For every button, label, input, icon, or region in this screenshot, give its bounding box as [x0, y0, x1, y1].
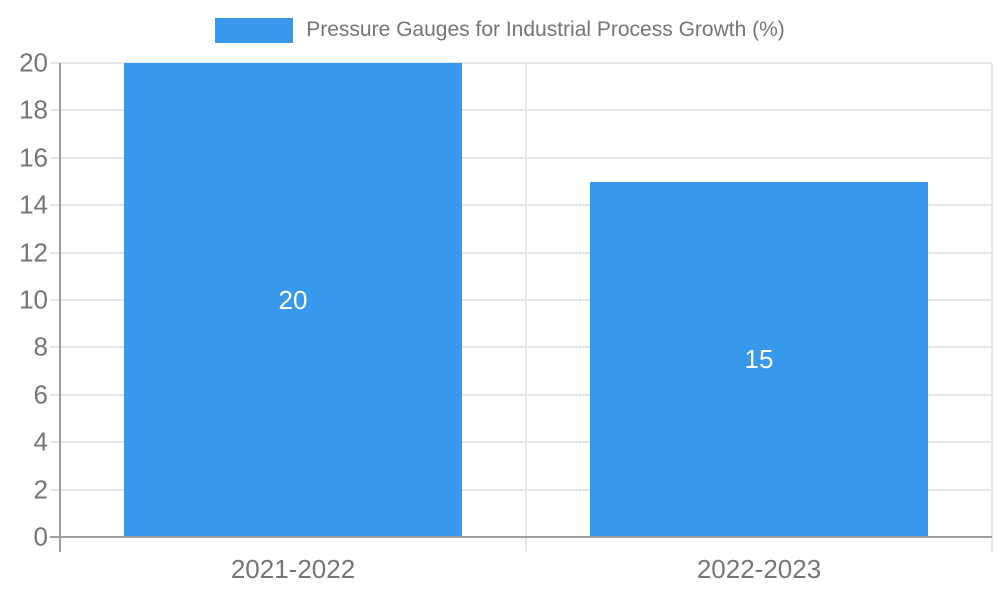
y-axis-tick-marks [50, 62, 60, 537]
legend-swatch-icon [215, 17, 294, 43]
y-tick-mark-2 [50, 488, 60, 491]
gridline-x-boundary-2 [991, 63, 993, 552]
y-tick-label-16: 16 [19, 142, 48, 173]
bar-value-label: 20 [278, 284, 308, 315]
bar-2022-2023: 15 [590, 181, 928, 537]
y-tick-mark-14 [50, 204, 60, 207]
y-axis-line [59, 63, 61, 552]
y-tick-label-8: 8 [33, 331, 48, 362]
y-tick-mark-16 [50, 156, 60, 159]
x-tick-label-2022-2023: 2022-2023 [696, 554, 822, 584]
y-tick-mark-10 [50, 299, 60, 301]
y-tick-label-4: 4 [33, 426, 48, 457]
y-tick-label-14: 14 [19, 189, 48, 220]
bar-value-label: 15 [744, 343, 774, 374]
y-tick-label-10: 10 [19, 284, 48, 315]
y-tick-mark-4 [50, 441, 60, 444]
y-tick-label-20: 20 [19, 47, 48, 78]
gridline-x-boundary-1 [525, 63, 527, 552]
y-tick-mark-6 [50, 393, 60, 396]
y-tick-label-0: 0 [33, 521, 48, 552]
bar-2021-2022: 20 [124, 63, 462, 537]
x-axis-labels: 2021-2022 2022-2023 [60, 554, 992, 590]
y-tick-mark-12 [50, 251, 60, 254]
y-tick-mark-18 [50, 109, 60, 112]
y-tick-label-12: 12 [19, 237, 48, 268]
legend[interactable]: Pressure Gauges for Industrial Process G… [0, 15, 1000, 45]
y-tick-mark-8 [50, 346, 60, 349]
plot-area: 20 15 [60, 62, 993, 552]
y-axis-labels: 0 2 4 6 8 10 12 14 16 18 20 [0, 48, 48, 552]
legend-label: Pressure Gauges for Industrial Process G… [306, 18, 785, 41]
y-tick-label-18: 18 [19, 94, 48, 125]
x-tick-label-2021-2022: 2021-2022 [230, 554, 356, 584]
x-axis-line [50, 536, 992, 538]
y-tick-label-6: 6 [33, 379, 48, 410]
y-tick-mark-20 [50, 62, 60, 64]
y-tick-label-2: 2 [33, 474, 48, 505]
